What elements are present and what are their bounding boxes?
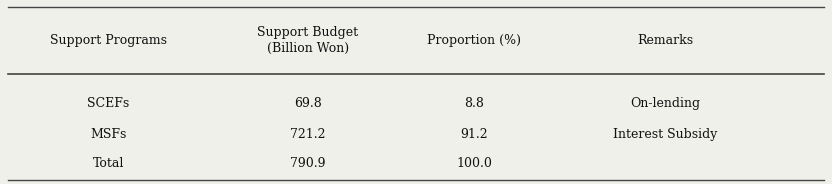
Text: 790.9: 790.9: [290, 157, 325, 170]
Text: On-lending: On-lending: [631, 97, 701, 109]
Text: 100.0: 100.0: [456, 157, 493, 170]
Text: 91.2: 91.2: [460, 128, 488, 141]
Text: Support Programs: Support Programs: [50, 34, 166, 47]
Text: SCEFs: SCEFs: [87, 97, 129, 109]
Text: 721.2: 721.2: [290, 128, 325, 141]
Text: Remarks: Remarks: [637, 34, 694, 47]
Text: 8.8: 8.8: [464, 97, 484, 109]
Text: Total: Total: [92, 157, 124, 170]
Text: Support Budget
(Billion Won): Support Budget (Billion Won): [257, 26, 359, 55]
Text: Interest Subsidy: Interest Subsidy: [613, 128, 718, 141]
Text: MSFs: MSFs: [90, 128, 126, 141]
Text: 69.8: 69.8: [294, 97, 322, 109]
Text: Proportion (%): Proportion (%): [428, 34, 521, 47]
